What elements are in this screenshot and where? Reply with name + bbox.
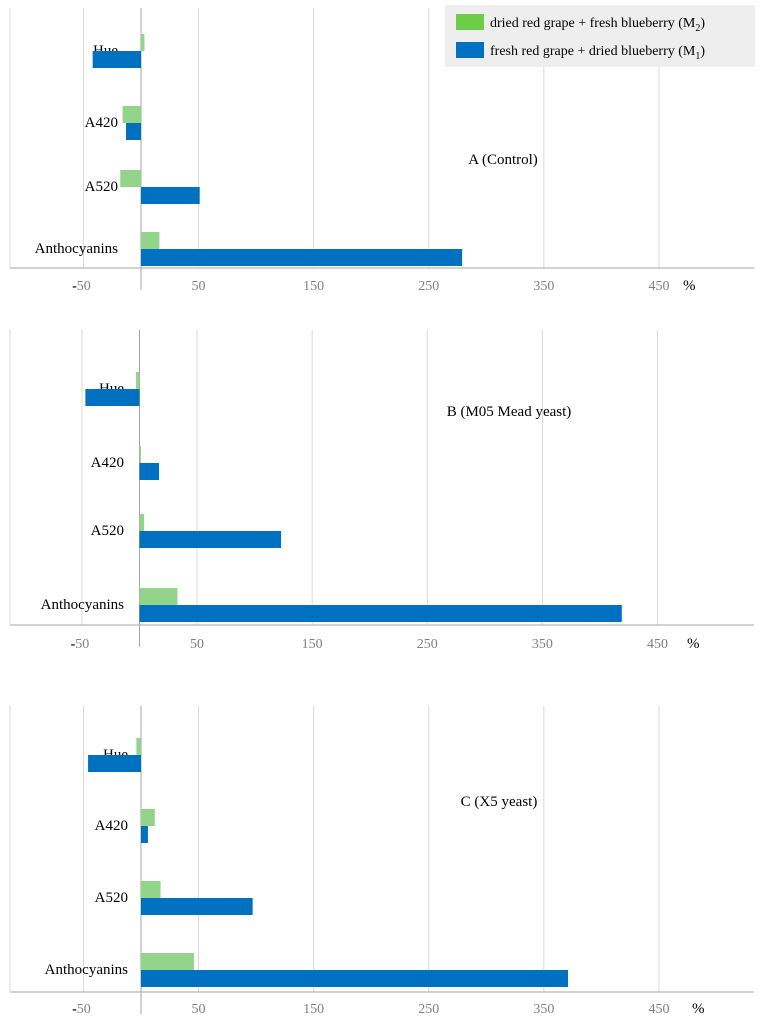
panel-title: B (M05 Mead yeast) [447,404,572,420]
x-tick-label: 250 [418,279,439,294]
bar-m1 [139,463,160,480]
category-label: Anthocyanins [41,597,124,613]
category-label: A420 [95,818,128,834]
category-label: A520 [95,890,128,906]
x-unit-label: % [687,636,700,652]
bar-m1 [139,605,622,622]
legend-label: dried red grape + fresh blueberry (M2) [490,16,705,34]
legend-swatch [456,14,484,30]
bar-m1 [141,249,463,266]
x-tick-label: 350 [532,637,553,652]
bar-m2 [141,34,145,51]
legend: dried red grape + fresh blueberry (M2) fr… [445,5,755,67]
x-tick-label: 450 [647,637,668,652]
x-tick-label: 450 [648,279,669,294]
x-tick-label: 150 [303,279,324,294]
bar-m1 [141,970,569,987]
bar-m1 [126,123,141,140]
category-label: A520 [91,523,124,539]
x-tick-label: 450 [648,1002,669,1017]
bar-m1 [141,826,148,843]
legend-swatch [456,42,484,58]
bar-m2 [136,738,141,755]
legend-label: fresh red grape + dried blueberry (M1) [490,44,705,62]
x-tick-label: 350 [533,279,554,294]
panel-title: A (Control) [468,152,538,168]
bar-m2 [136,372,140,389]
x-tick-label: -50 [72,279,91,294]
x-tick-label: 50 [192,1002,206,1017]
x-tick-label: 250 [417,637,438,652]
x-tick-label: 150 [303,1002,324,1017]
bar-m2 [139,588,178,605]
bar-m1 [141,187,200,204]
bar-m1 [85,389,140,406]
x-tick-label: -50 [71,637,90,652]
bar-m2 [139,514,145,531]
x-tick-label: 250 [418,1002,439,1017]
category-label: A420 [91,455,124,471]
category-label: A520 [85,179,118,195]
bar-m1 [88,755,141,772]
bar-m1 [139,531,282,548]
x-unit-label: % [692,1001,705,1017]
bar-m2 [122,106,141,123]
category-label: Anthocyanins [45,962,128,978]
x-tick-label: 150 [302,637,323,652]
category-label: Anthocyanins [35,241,118,257]
category-label: A420 [85,115,118,131]
bar-m1 [141,898,253,915]
x-tick-label: 50 [190,637,204,652]
bar-m2 [139,446,141,463]
bar-m2 [141,232,160,249]
bar-m2 [141,881,161,898]
bar-m2 [120,170,141,187]
bar-m2 [141,809,155,826]
legend-box [445,5,755,67]
x-tick-label: 350 [533,1002,554,1017]
panel-title: C (X5 yeast) [461,794,538,810]
bar-m1 [92,51,141,68]
x-tick-label: -50 [72,1002,91,1017]
x-tick-label: 50 [192,279,206,294]
x-unit-label: % [683,278,696,294]
bar-m2 [141,953,194,970]
